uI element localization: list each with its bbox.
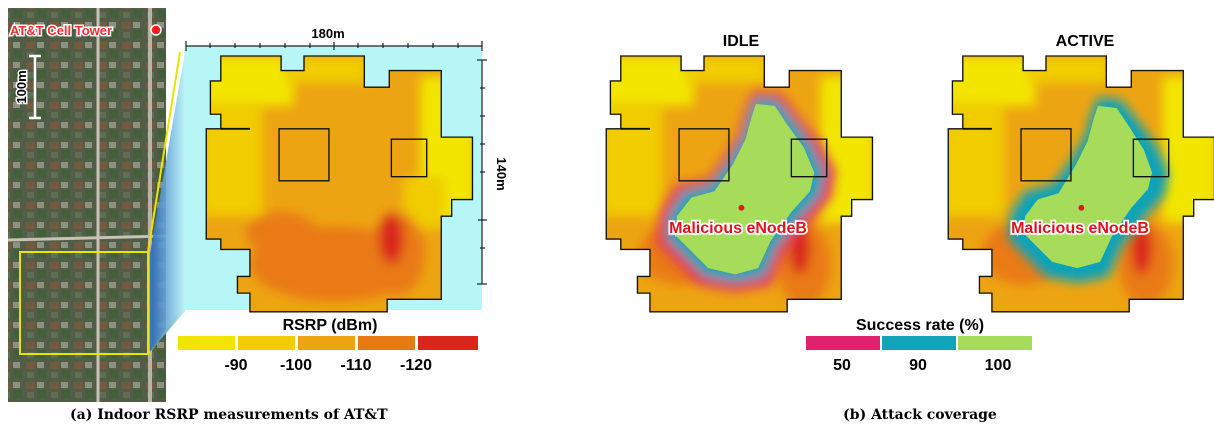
success-legend-title: Success rate (%) bbox=[856, 317, 984, 334]
rsrp-legend-tick: -90 bbox=[224, 357, 247, 374]
enodeb-label-idle: Malicious eNodeB bbox=[669, 220, 807, 237]
success-legend-swatch bbox=[958, 336, 1032, 350]
building-highlight-box bbox=[19, 251, 149, 355]
rsrp-legend-swatch bbox=[418, 336, 478, 350]
caption-a: (a) Indoor RSRP measurements of AT&T bbox=[70, 407, 388, 423]
zoom-line-top bbox=[147, 51, 181, 253]
height-dimension-label: 140m bbox=[494, 157, 509, 190]
satellite-map bbox=[7, 8, 167, 402]
enodeb-dot bbox=[738, 204, 745, 211]
rsrp-legend-swatch bbox=[358, 336, 415, 350]
vertical-scale-bar bbox=[29, 54, 41, 120]
vertical-scale-label: 100m bbox=[14, 70, 29, 103]
success-legend-tick: 90 bbox=[909, 357, 927, 374]
rsrp-legend-swatch bbox=[178, 336, 235, 350]
success-legend-swatch bbox=[882, 336, 956, 350]
idle-coverage-map bbox=[605, 55, 874, 313]
cell-tower-dot bbox=[150, 24, 162, 36]
rsrp-legend-swatch bbox=[298, 336, 355, 350]
signal-fade bbox=[150, 46, 186, 352]
width-dimension-label: 180m bbox=[311, 26, 344, 41]
success-legend-tick: 50 bbox=[833, 357, 851, 374]
success-legend-bar bbox=[806, 336, 1032, 350]
enodeb-dot bbox=[1078, 204, 1085, 211]
width-dimension-ruler bbox=[185, 41, 483, 51]
height-dimension-ruler bbox=[477, 59, 487, 285]
active-title: ACTIVE bbox=[1056, 33, 1115, 50]
idle-title: IDLE bbox=[723, 33, 760, 50]
caption-b: (b) Attack coverage bbox=[843, 407, 997, 423]
active-coverage-map bbox=[947, 55, 1214, 313]
rsrp-legend-swatch bbox=[238, 336, 295, 350]
enodeb-label-active: Malicious eNodeB bbox=[1011, 220, 1149, 237]
rsrp-legend-tick: -120 bbox=[400, 357, 432, 374]
rsrp-floorplan-map bbox=[205, 55, 474, 313]
rsrp-legend-tick: -110 bbox=[340, 357, 371, 374]
rsrp-legend-tick: -100 bbox=[280, 357, 312, 374]
cell-tower-label: AT&T Cell Tower bbox=[10, 23, 112, 38]
success-legend-swatch bbox=[806, 336, 880, 350]
rsrp-legend-title: RSRP (dBm) bbox=[283, 317, 378, 334]
success-legend-tick: 100 bbox=[985, 357, 1012, 374]
rsrp-legend-bar bbox=[178, 336, 478, 350]
